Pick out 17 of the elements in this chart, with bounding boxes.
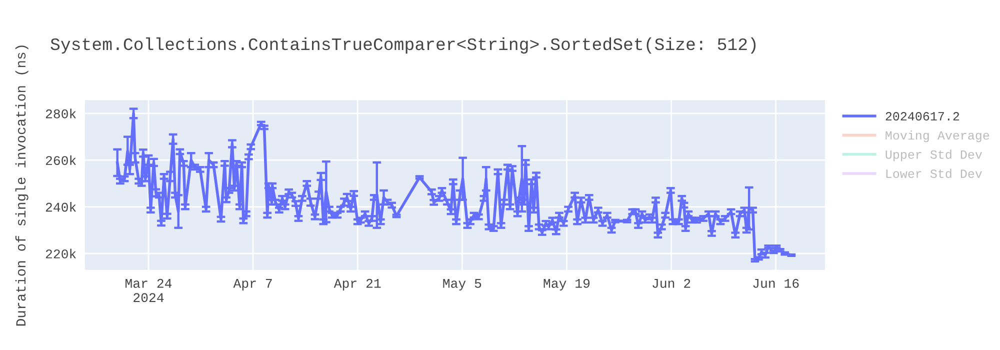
legend-label: 20240617.2 xyxy=(886,112,960,121)
y-tick-label: 240k xyxy=(46,202,76,212)
x-tick-label: Jun 16 xyxy=(753,278,799,288)
x-tick-label: Mar 24 2024 xyxy=(126,278,172,302)
y-tick-label: 220k xyxy=(46,248,76,258)
legend-label: Moving Average xyxy=(886,130,990,142)
y-axis-title: Duration of single invocation (ns) xyxy=(15,46,28,326)
legend-label: Upper Std Dev xyxy=(886,150,982,162)
x-tick-label: Apr 21 xyxy=(334,278,381,290)
y-tick-label: 260k xyxy=(46,155,76,166)
x-tick-label: Apr 7 xyxy=(233,279,272,290)
legend-label: Lower Std Dev xyxy=(886,168,982,178)
x-tick-label: Jun 2 xyxy=(652,278,690,288)
y-tick-label: 280k xyxy=(46,108,76,118)
x-tick-label: May 19 xyxy=(544,278,590,290)
chart-title: System.Collections.ContainsTrueComparer<String>.SortedSet(Size: 512) xyxy=(50,37,756,54)
x-tick-label: May 5 xyxy=(443,279,482,290)
